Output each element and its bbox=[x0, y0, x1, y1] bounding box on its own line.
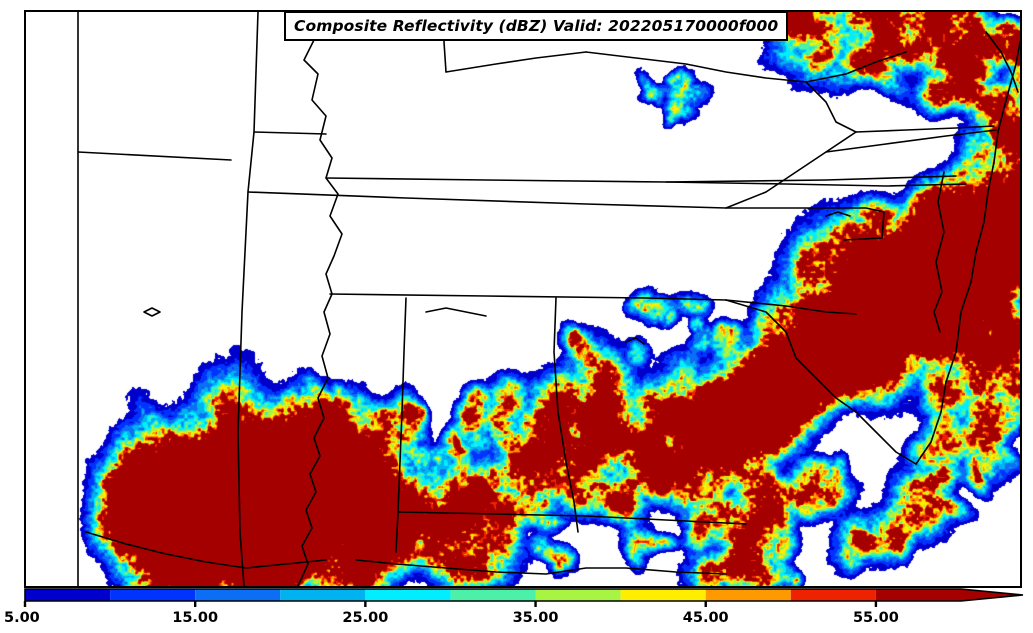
colorbar-bands bbox=[23, 588, 1024, 607]
boundary-line bbox=[725, 131, 857, 209]
boundary-line bbox=[855, 125, 995, 133]
radar-reflectivity-field bbox=[26, 12, 1020, 586]
boundary-line bbox=[329, 293, 727, 301]
boundary-line bbox=[805, 81, 857, 133]
plot-title-text: Composite Reflectivity (dBZ) Valid: 2022… bbox=[294, 17, 779, 35]
boundary-line bbox=[585, 51, 907, 83]
boundary-line bbox=[997, 41, 1020, 133]
colorbar-tick-label: 5.00 bbox=[4, 610, 40, 626]
colorbar-band bbox=[790, 589, 876, 601]
colorbar-tick-label: 15.00 bbox=[172, 610, 219, 626]
boundary-line bbox=[247, 191, 885, 241]
boundary-line bbox=[425, 307, 487, 317]
boundary-line bbox=[625, 337, 645, 345]
colorbar-band bbox=[25, 589, 111, 601]
boundary-line bbox=[825, 211, 851, 217]
colorbar-band bbox=[110, 589, 196, 601]
boundary-line bbox=[77, 151, 232, 161]
boundary-line bbox=[445, 51, 587, 73]
boundary-line bbox=[85, 531, 327, 569]
boundary-line bbox=[395, 297, 407, 553]
plot-title-box: Composite Reflectivity (dBZ) Valid: 2022… bbox=[284, 11, 789, 41]
boundary-line bbox=[725, 299, 917, 465]
boundary-line bbox=[143, 307, 161, 317]
colorbar-tick-label: 25.00 bbox=[342, 610, 389, 626]
boundary-line bbox=[355, 559, 727, 575]
colorbar-band bbox=[450, 589, 536, 601]
boundary-line bbox=[665, 181, 967, 187]
boundary-line bbox=[253, 131, 327, 135]
boundary-line bbox=[933, 171, 945, 333]
boundary-line bbox=[297, 12, 343, 586]
colorbar-band bbox=[280, 589, 366, 601]
boundary-line bbox=[237, 12, 259, 586]
boundary-line bbox=[985, 31, 1019, 93]
colorbar-tick-label: 45.00 bbox=[682, 610, 729, 626]
colorbar-band bbox=[705, 589, 791, 601]
map-plot-area bbox=[24, 10, 1022, 588]
colorbar-band bbox=[620, 589, 706, 601]
state-boundaries-overlay bbox=[77, 12, 1020, 586]
boundary-line bbox=[825, 129, 997, 153]
boundary-line bbox=[553, 297, 579, 533]
colorbar-extend-max-arrow bbox=[961, 589, 1023, 601]
colorbar-outline bbox=[24, 588, 1024, 602]
boundary-line bbox=[397, 511, 747, 525]
colorbar-tick-label: 55.00 bbox=[852, 610, 899, 626]
boundary-line bbox=[915, 131, 999, 465]
boundary-line bbox=[325, 175, 957, 183]
boundary-line bbox=[725, 299, 857, 315]
colorbar-band bbox=[365, 589, 451, 601]
colorbar-band bbox=[875, 589, 961, 601]
colorbar: 5.00 15.00 25.00 35.00 45.00 55.00 bbox=[0, 588, 1033, 633]
colorbar-tick-label: 35.00 bbox=[512, 610, 559, 626]
colorbar-band bbox=[535, 589, 621, 601]
colorbar-band bbox=[195, 589, 281, 601]
